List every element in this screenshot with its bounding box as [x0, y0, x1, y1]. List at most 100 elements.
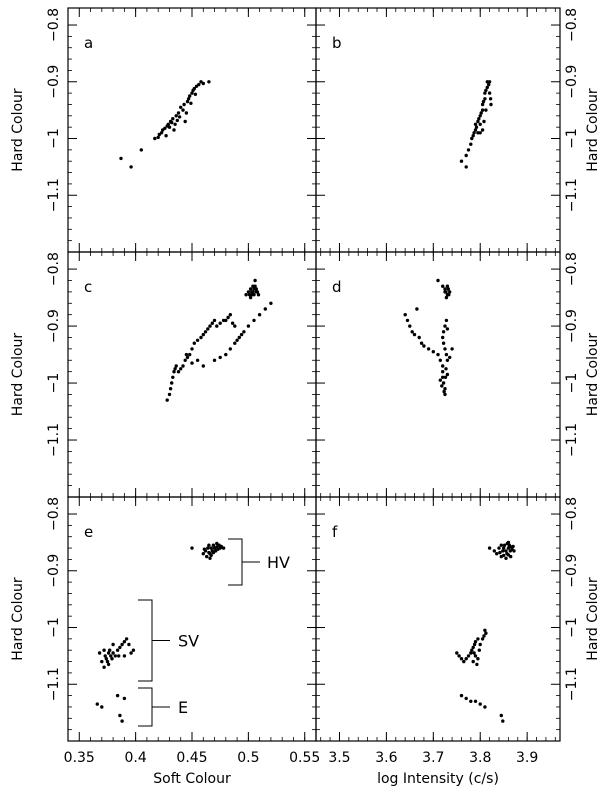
data-point	[105, 659, 110, 664]
data-point	[184, 111, 189, 115]
data-point	[419, 341, 424, 345]
data-point	[215, 324, 219, 328]
data-point	[179, 105, 183, 110]
data-point	[176, 370, 181, 374]
data-point	[448, 355, 452, 360]
data-point	[247, 293, 252, 297]
data-point	[499, 543, 503, 547]
panel-frame	[315, 7, 561, 253]
data-point	[215, 541, 219, 546]
data-point	[190, 347, 194, 351]
data-point	[181, 364, 185, 368]
data-point	[466, 654, 471, 658]
data-point	[473, 654, 478, 658]
data-point	[481, 99, 486, 104]
y-tick-label: −1	[564, 373, 580, 394]
data-point	[122, 654, 127, 658]
data-point	[120, 642, 124, 647]
data-point	[212, 318, 217, 323]
data-point	[442, 389, 446, 394]
data-point	[173, 367, 177, 371]
data-point	[446, 287, 450, 291]
y-axis-label: Hard Colour	[585, 333, 601, 417]
data-point	[445, 327, 450, 331]
data-point	[478, 642, 482, 647]
panel-label: d	[332, 278, 342, 296]
data-point	[206, 546, 210, 550]
panel-label: b	[332, 34, 342, 52]
data-point	[441, 341, 446, 345]
data-point	[484, 631, 488, 635]
data-point	[110, 657, 114, 661]
data-point	[226, 315, 230, 320]
data-point	[469, 699, 473, 703]
data-point	[457, 654, 461, 658]
x-tick-label: 0.5	[237, 750, 259, 766]
x-axis-label: Soft Colour	[153, 771, 231, 787]
data-point	[235, 338, 239, 342]
data-point	[115, 693, 120, 698]
annotation-hv: HV	[267, 553, 290, 572]
data-point	[209, 553, 213, 558]
data-point	[255, 290, 260, 294]
data-point	[195, 358, 200, 362]
data-point	[441, 364, 445, 368]
data-point	[183, 119, 187, 124]
data-point	[444, 352, 449, 357]
data-point	[202, 547, 207, 551]
data-point	[436, 352, 440, 357]
x-tick-label: 3.7	[422, 750, 444, 766]
data-point	[139, 148, 143, 152]
data-point	[445, 372, 450, 377]
data-point	[131, 648, 136, 652]
panel-label: f	[332, 523, 338, 541]
data-point	[199, 335, 203, 340]
data-point	[445, 284, 450, 288]
data-point	[502, 543, 507, 547]
data-point	[201, 332, 205, 337]
data-point	[438, 358, 442, 362]
data-point	[459, 159, 464, 163]
y-tick-label: −1	[46, 128, 62, 149]
y-tick-label: −1.1	[46, 667, 62, 701]
data-point	[501, 719, 505, 723]
data-point	[441, 330, 446, 334]
data-point	[100, 659, 104, 664]
data-point	[207, 80, 211, 84]
data-point	[248, 295, 253, 300]
data-point	[203, 330, 208, 334]
data-point	[195, 338, 200, 342]
x-axis-label: log Intensity (c/s)	[377, 771, 499, 787]
panel-frame	[315, 251, 561, 498]
data-point	[127, 642, 131, 647]
x-tick-label: 0.55	[289, 750, 320, 766]
data-point	[172, 370, 176, 374]
data-point	[102, 648, 106, 652]
data-point	[506, 546, 511, 550]
data-point	[224, 352, 228, 357]
data-point	[170, 381, 174, 385]
data-point	[464, 153, 468, 158]
x-tick-label: 3.9	[516, 750, 538, 766]
data-point	[478, 122, 482, 127]
data-point	[459, 657, 464, 661]
data-point	[410, 330, 414, 334]
data-point	[254, 287, 258, 291]
data-point	[153, 136, 157, 141]
y-tick-label: −0.9	[46, 554, 62, 588]
data-point	[163, 126, 167, 130]
data-point	[472, 131, 476, 135]
data-point	[119, 156, 123, 161]
data-point	[207, 550, 211, 555]
data-point	[497, 546, 501, 550]
x-tick-label: 3.6	[375, 750, 397, 766]
data-point	[473, 699, 478, 703]
data-point	[253, 278, 257, 283]
data-point	[174, 364, 178, 368]
x-tick-label: 0.45	[176, 750, 207, 766]
data-point	[476, 119, 480, 124]
data-point	[111, 642, 115, 647]
data-point	[248, 287, 253, 291]
data-point	[422, 344, 426, 348]
